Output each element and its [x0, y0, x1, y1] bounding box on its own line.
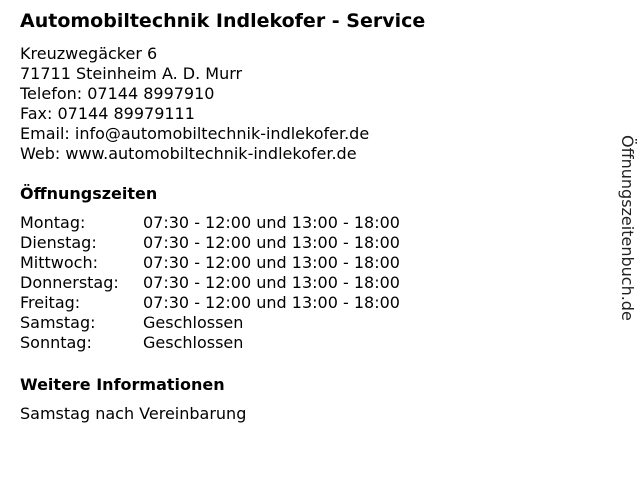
time: Geschlossen [143, 313, 244, 332]
day: Montag: [20, 213, 86, 232]
hours-heading: Öffnungszeiten [20, 184, 158, 203]
page-title: Automobiltechnik Indlekofer - Service [20, 10, 426, 32]
day: Mittwoch: [20, 253, 98, 272]
time: 07:30 - 12:00 und 13:00 - 18:00 [143, 273, 400, 292]
day: Dienstag: [20, 233, 97, 252]
city: 71711 Steinheim A. D. Murr [20, 64, 243, 83]
hours-table: Montag: 07:30 - 12:00 und 13:00 - 18:00 D… [20, 213, 400, 353]
day: Sonntag: [20, 333, 92, 352]
day: Freitag: [20, 293, 81, 312]
web: Web: www.automobiltechnik-indlekofer.de [20, 144, 357, 163]
hours-row: Montag: 07:30 - 12:00 und 13:00 - 18:00 [20, 213, 400, 233]
address-block: Kreuzwegäcker 6 71711 Steinheim A. D. Mu… [20, 44, 369, 164]
time: Geschlossen [143, 333, 244, 352]
hours-row: Samstag: Geschlossen [20, 313, 400, 333]
fax: Fax: 07144 89979111 [20, 104, 195, 123]
hours-row: Dienstag: 07:30 - 12:00 und 13:00 - 18:00 [20, 233, 400, 253]
time: 07:30 - 12:00 und 13:00 - 18:00 [143, 233, 400, 252]
hours-row: Donnerstag: 07:30 - 12:00 und 13:00 - 18:… [20, 273, 400, 293]
time: 07:30 - 12:00 und 13:00 - 18:00 [143, 213, 400, 232]
hours-row: Freitag: 07:30 - 12:00 und 13:00 - 18:00 [20, 293, 400, 313]
day: Donnerstag: [20, 273, 119, 292]
side-brand: Öffnungszeitenbuch.de [618, 135, 637, 321]
info-heading: Weitere Informationen [20, 375, 225, 394]
email: Email: info@automobiltechnik-indlekofer.… [20, 124, 370, 143]
street: Kreuzwegäcker 6 [20, 44, 158, 63]
time: 07:30 - 12:00 und 13:00 - 18:00 [143, 253, 400, 272]
time: 07:30 - 12:00 und 13:00 - 18:00 [143, 293, 400, 312]
hours-row: Mittwoch: 07:30 - 12:00 und 13:00 - 18:00 [20, 253, 400, 273]
info-text: Samstag nach Vereinbarung [20, 404, 247, 423]
hours-row: Sonntag: Geschlossen [20, 333, 400, 353]
phone: Telefon: 07144 8997910 [20, 84, 215, 103]
day: Samstag: [20, 313, 96, 332]
